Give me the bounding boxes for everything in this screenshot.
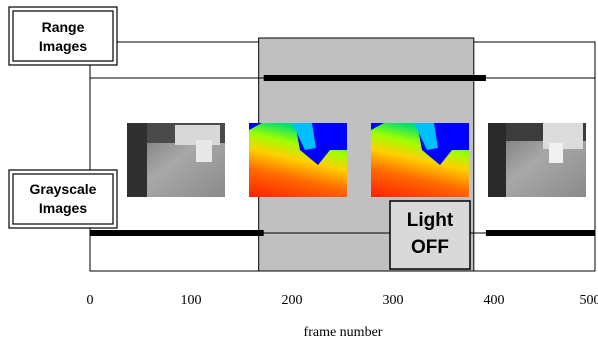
grayscale-thumbnail-2 — [488, 123, 586, 197]
x-tick-label-500: 500 — [580, 293, 598, 308]
range-active-bars — [263, 75, 486, 81]
range-images-label: Range Images — [8, 6, 118, 66]
range-thumbnail-2 — [371, 123, 469, 197]
grayscale-images-label: Grayscale Images — [8, 169, 118, 229]
range-thumbnail-1 — [249, 123, 347, 197]
x-tick-labels: 0 100 200 300 400 500 — [87, 293, 598, 308]
x-tick-label-200: 200 — [282, 293, 303, 308]
light-off-box: Light OFF — [389, 200, 471, 270]
grayscale-thumbnail-1 — [127, 123, 225, 197]
grayscale-active-bar-0 — [90, 230, 264, 236]
grayscale-active-bar-1 — [485, 230, 595, 236]
x-tick-label-100: 100 — [181, 293, 202, 308]
grayscale-label-line1: Grayscale — [30, 181, 97, 197]
light-off-line2: OFF — [411, 237, 449, 258]
light-off-line1: Light — [407, 210, 454, 231]
x-axis-title: frame number — [304, 325, 383, 340]
range-label-line2: Images — [39, 38, 87, 54]
range-active-bar-0 — [263, 75, 486, 81]
grayscale-active-bars — [90, 230, 595, 236]
x-tick-label-400: 400 — [484, 293, 505, 308]
x-tick-label-300: 300 — [383, 293, 404, 308]
range-label-line1: Range — [42, 19, 85, 35]
grayscale-label-line2: Images — [39, 200, 87, 216]
x-tick-label-0: 0 — [87, 293, 94, 308]
